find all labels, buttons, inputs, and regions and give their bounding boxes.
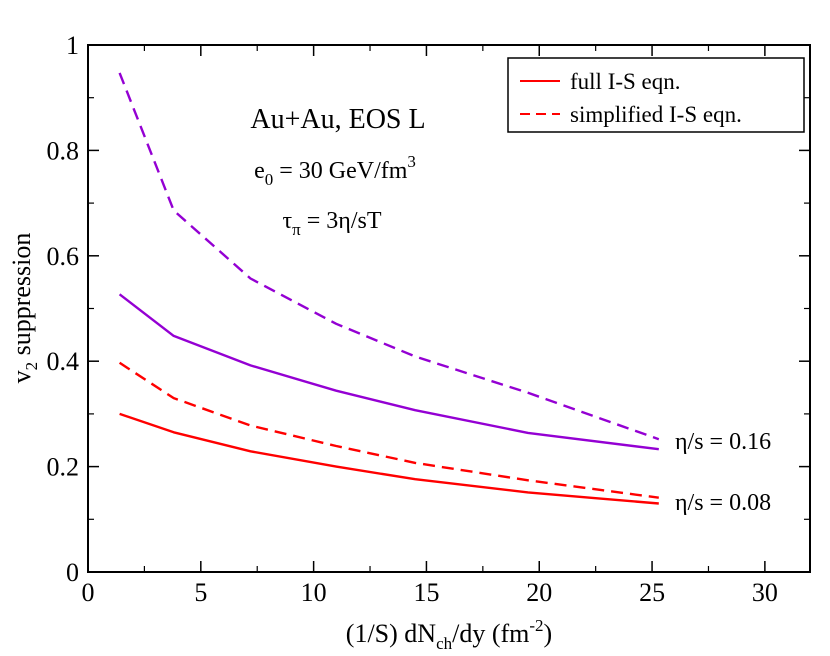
y-tick-label: 0.2 xyxy=(47,453,80,482)
legend-label-full: full I-S eqn. xyxy=(570,69,681,94)
legend: full I-S eqn. simplified I-S eqn. xyxy=(507,57,805,133)
x-tick-label: 25 xyxy=(639,578,665,607)
eta-high-label: η/s = 0.16 xyxy=(675,429,771,455)
x-axis-title: (1/S) dNch/dy (fm-2) xyxy=(346,616,552,653)
legend-label-simplified: simplified I-S eqn. xyxy=(570,102,742,127)
y-axis-title: v2 suppression xyxy=(7,233,41,384)
tau-annotation: τπ = 3η/sT xyxy=(282,208,381,239)
series-line-3 xyxy=(118,361,659,499)
y-tick-label: 0.6 xyxy=(47,242,80,271)
y-tick-label: 1 xyxy=(66,31,79,60)
series-line-1 xyxy=(118,72,660,441)
axis-ticks: 0 5 10 15 20 25 30 0 0.2 0.4 0.6 0.8 1 xyxy=(47,31,810,607)
system-annotation: Au+Au, EOS L xyxy=(250,104,425,135)
series-line-2 xyxy=(119,412,659,505)
eta-low-label: η/s = 0.08 xyxy=(675,490,771,516)
y-tick-label: 0 xyxy=(66,558,79,587)
x-tick-label: 20 xyxy=(526,578,552,607)
series-layer xyxy=(118,72,660,505)
x-tick-label: 10 xyxy=(301,578,327,607)
x-tick-label: 5 xyxy=(194,578,207,607)
legend-box xyxy=(507,57,805,133)
x-tick-label: 15 xyxy=(413,578,439,607)
x-tick-label: 0 xyxy=(82,578,95,607)
series-line-0 xyxy=(118,293,659,451)
energy-annotation: e0 = 30 GeV/fm3 xyxy=(254,152,416,189)
y-tick-label: 0.4 xyxy=(47,347,80,376)
x-tick-label: 30 xyxy=(752,578,778,607)
y-tick-label: 0.8 xyxy=(47,136,80,165)
